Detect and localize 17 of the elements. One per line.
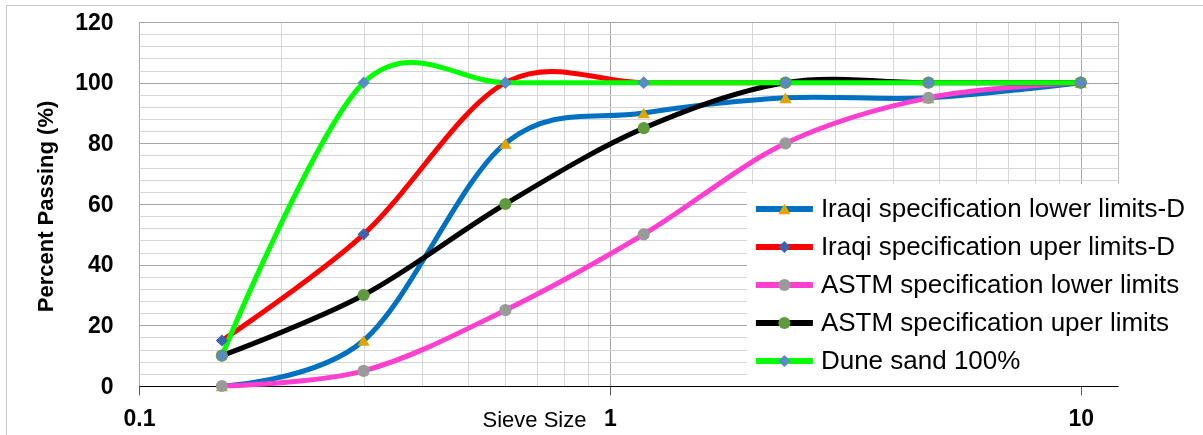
- x-tick-label: 1: [603, 404, 617, 431]
- y-tick-label: 60: [87, 190, 114, 217]
- y-tick-label: 20: [87, 311, 114, 338]
- y-tick-label: 100: [75, 69, 114, 96]
- y-tick-label: 80: [87, 129, 114, 156]
- x-axis-title: Sieve Size: [482, 406, 587, 432]
- legend-label: Iraqi specification lower limits-D: [820, 193, 1186, 223]
- legend-label: Iraqi specification uper limits-D: [820, 231, 1175, 261]
- y-axis-title: Percent Passing (%): [32, 100, 58, 313]
- legend-label: ASTM specification lower limits: [820, 269, 1180, 299]
- y-tick-label: 40: [87, 251, 114, 278]
- y-tick-label: 120: [75, 8, 114, 35]
- y-tick-label: 0: [100, 372, 114, 399]
- legend-label: ASTM specification uper limits: [820, 307, 1170, 337]
- x-tick-label: 0.1: [123, 404, 156, 431]
- legend-label: Dune sand 100%: [820, 345, 1021, 375]
- x-tick-label: 10: [1068, 404, 1095, 431]
